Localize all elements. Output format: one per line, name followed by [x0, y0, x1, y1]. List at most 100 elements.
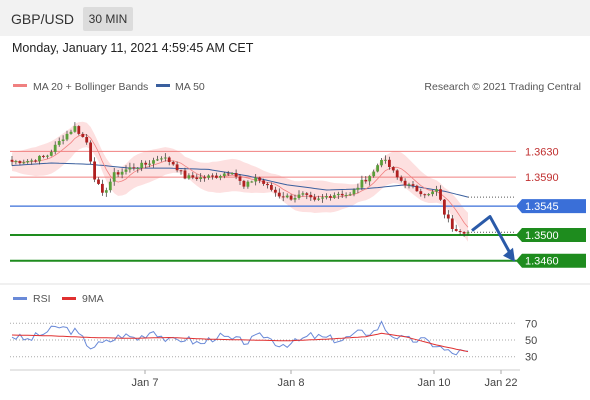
- level-labels-layer: 1.3630 1.3590 1.3545 1.3500 1.3460: [516, 146, 586, 268]
- candle-body: [140, 162, 144, 168]
- candle-body: [61, 139, 65, 141]
- candle-body: [368, 176, 372, 182]
- candle-body: [53, 144, 57, 152]
- level-label-1: 1.3590: [525, 172, 559, 184]
- candle-body: [93, 161, 96, 180]
- x-tick-label: Jan 22: [484, 377, 517, 389]
- candle-body: [332, 195, 336, 198]
- candle-body: [203, 177, 206, 179]
- candle-body: [132, 167, 136, 169]
- candle-body: [69, 131, 73, 134]
- x-axis-ticks: Jan 7 Jan 8 Jan 10 Jan 22: [132, 370, 518, 389]
- candle-body: [30, 160, 34, 162]
- candle-body: [309, 194, 313, 198]
- candle-body: [466, 232, 470, 234]
- candle-body: [399, 177, 403, 181]
- candle-body: [218, 176, 222, 178]
- candle-body: [124, 169, 128, 172]
- candle-body: [167, 157, 171, 162]
- candle-body: [207, 175, 210, 178]
- candle-body: [325, 196, 328, 198]
- candle-body: [388, 159, 391, 167]
- candle-body: [120, 171, 124, 175]
- candle-body: [14, 161, 18, 163]
- candle-body: [411, 184, 415, 186]
- candle-body: [26, 161, 30, 163]
- candle-body: [364, 179, 368, 182]
- candle-body: [277, 192, 281, 197]
- candle-body: [116, 172, 120, 175]
- rsi-ma-legend-label: 9MA: [82, 293, 104, 305]
- level-label-2: 1.3545: [525, 201, 559, 213]
- candle-body: [179, 170, 183, 172]
- timestamp: Monday, January 11, 2021 4:59:45 AM CET: [12, 41, 254, 55]
- candle-body: [285, 195, 289, 198]
- candle-body: [376, 165, 379, 172]
- candle-body: [450, 218, 454, 229]
- candle-body: [85, 137, 89, 143]
- candle-body: [222, 173, 226, 176]
- rsi-panel: 70 50 30: [10, 318, 537, 364]
- candle-body: [446, 214, 450, 219]
- candle-body: [305, 193, 309, 195]
- candle-body: [112, 172, 116, 182]
- x-tick-label: Jan 8: [278, 377, 305, 389]
- candle-body: [431, 191, 434, 195]
- candle-body: [391, 167, 395, 171]
- rsi-legend-label: RSI: [33, 293, 51, 305]
- candle-body: [175, 164, 179, 171]
- forecast-arrow: [471, 215, 514, 258]
- candle-body: [73, 126, 77, 132]
- candle-body: [242, 180, 246, 187]
- candle-body: [395, 170, 399, 178]
- rsi-ma-legend-swatch: [62, 297, 76, 300]
- candle-body: [427, 194, 431, 196]
- candle-body: [380, 160, 383, 166]
- candle-body: [195, 177, 199, 179]
- candle-body: [211, 175, 214, 177]
- candle-body: [360, 179, 364, 188]
- level-tag-4: [516, 253, 586, 268]
- candle-body: [89, 142, 92, 162]
- candle-body: [372, 171, 376, 177]
- timeframe-button[interactable]: 30 MIN: [83, 7, 133, 31]
- candle-body: [238, 176, 242, 181]
- candle-body: [191, 175, 195, 178]
- candle-body: [262, 180, 265, 184]
- candle-body: [183, 170, 187, 179]
- candle-body: [22, 162, 26, 164]
- candle-body: [403, 180, 407, 186]
- candle-body: [128, 167, 132, 170]
- x-tick-label: Jan 10: [417, 377, 450, 389]
- candle-body: [340, 193, 344, 196]
- level-label-3: 1.3500: [525, 230, 559, 242]
- candle-body: [458, 231, 462, 233]
- candle-body: [144, 162, 148, 165]
- chart-header: GBP/USD 30 MIN: [0, 0, 590, 36]
- candle-body: [163, 157, 167, 159]
- candle-body: [160, 158, 163, 160]
- candle-body: [415, 185, 419, 192]
- candle-body: [49, 151, 53, 156]
- candle-body: [250, 181, 254, 183]
- rsi-tick-70: 70: [525, 318, 537, 330]
- candle-body: [199, 177, 203, 179]
- candle-body: [187, 175, 191, 179]
- bollinger-legend-swatch: [13, 84, 27, 87]
- candle-body: [18, 161, 22, 164]
- candle-body: [108, 181, 112, 191]
- candle-body: [313, 197, 317, 200]
- candle-body: [215, 175, 218, 178]
- candle-body: [293, 198, 297, 200]
- candle-body: [297, 194, 301, 198]
- forecast-arrowhead: [503, 247, 515, 262]
- candle-body: [152, 160, 155, 164]
- candle-body: [266, 183, 269, 186]
- candle-body: [10, 159, 14, 162]
- credit-text: Research © 2021 Trading Central: [424, 81, 581, 93]
- candle-body: [289, 195, 293, 200]
- candle-body: [148, 163, 151, 165]
- candle-body: [281, 196, 285, 198]
- candle-body: [57, 141, 61, 145]
- candle-body: [419, 191, 423, 195]
